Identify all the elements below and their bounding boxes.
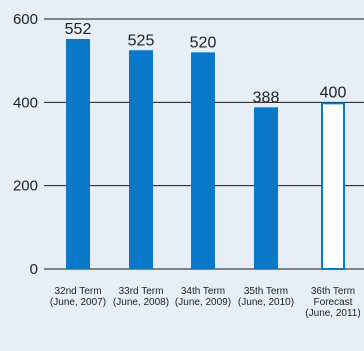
category-label-line: (June, 2007)	[50, 297, 106, 308]
bar-1	[129, 50, 153, 269]
y-tick-label-600: 600	[13, 11, 38, 28]
category-label-line: 35th Term	[244, 286, 288, 297]
category-label-0: 32nd Term (June, 2007)	[50, 286, 106, 308]
y-tick-label-0: 0	[30, 261, 38, 278]
category-label-line: 34th Term	[181, 286, 225, 297]
category-label-line: (June, 2011)	[305, 308, 360, 319]
data-label-2: 520	[190, 34, 217, 51]
category-label-line: Forecast	[314, 297, 353, 308]
category-label-line: (June, 2010)	[238, 297, 294, 308]
category-label-line: 32nd Term	[54, 286, 101, 297]
data-label-3: 388	[253, 89, 280, 106]
data-label-4: 400	[320, 84, 347, 101]
y-axis-tick-labels: 0 200 400 600	[13, 11, 38, 278]
bars	[66, 39, 345, 271]
category-label-4: 36th Term Forecast (June, 2011)	[305, 286, 360, 319]
bar-2	[191, 52, 215, 270]
y-tick-label-400: 400	[13, 94, 38, 111]
category-label-1: 33rd Term (June, 2008)	[113, 286, 169, 308]
category-label-3: 35th Term (June, 2010)	[238, 286, 294, 308]
category-label-line: (June, 2009)	[175, 297, 231, 308]
x-axis-category-labels: 32nd Term (June, 2007)33rd Term (June, 200…	[50, 286, 361, 319]
bar-forecast	[321, 102, 345, 271]
category-label-line: 33rd Term	[119, 286, 164, 297]
category-label-line: (June, 2008)	[113, 297, 169, 308]
data-labels: 552 525 520 388 400	[65, 21, 347, 106]
data-label-1: 525	[128, 32, 155, 49]
y-tick-label-200: 200	[13, 178, 38, 195]
bar-3	[254, 107, 278, 269]
category-label-line: 36th Term	[311, 286, 355, 297]
category-label-2: 34th Term (June, 2009)	[175, 286, 231, 308]
data-label-0: 552	[65, 21, 92, 38]
bar-0	[66, 39, 90, 269]
